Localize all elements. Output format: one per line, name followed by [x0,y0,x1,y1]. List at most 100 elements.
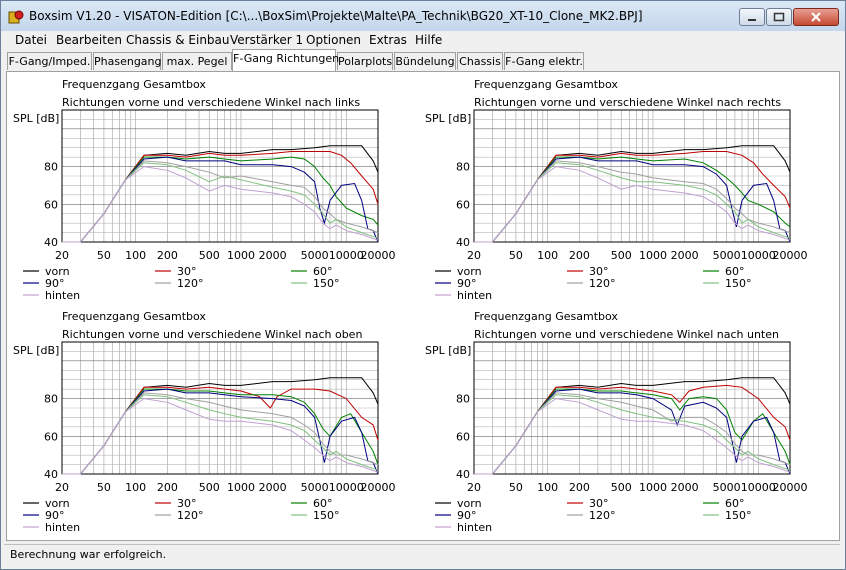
x-tick-label: 2000 [671,481,699,494]
tab-fgang-imped[interactable]: F-Gang/Imped. [7,52,92,70]
series-line-90deg [62,156,379,243]
series-line-60deg [474,388,791,475]
x-tick-label: 200 [569,481,590,494]
plot-frame [473,341,791,475]
y-tick-label: 40 [44,468,58,481]
chart-4: Frequenzgang Gesamtbox Richtungen vorne u… [425,310,808,534]
legend-label: 90° [45,277,65,290]
y-axis-label: SPL [dB] [13,112,59,125]
x-tick-label: 20000 [773,481,808,494]
x-tick-label: 200 [157,249,178,262]
legend-label: 60° [313,265,333,278]
x-tick-label: 200 [157,481,178,494]
chart-title: Frequenzgang Gesamtbox [474,78,618,91]
charts-canvas: Frequenzgang Gesamtbox Richtungen vorne u… [13,78,808,534]
tab-fgang-richtungen[interactable]: F-Gang Richtungen [232,49,339,71]
title-bar[interactable]: Boxsim V1.20 - VISATON-Edition [C:\...\B… [1,1,845,31]
chart-title: Frequenzgang Gesamtbox [62,78,206,91]
plot-frame [473,109,791,243]
tab-fgang-elektr[interactable]: F-Gang elektr. [504,52,584,70]
legend-label: hinten [45,289,80,302]
x-tick-label: 50 [97,249,111,262]
series-line-hinten [62,166,379,243]
chart-subtitle: Richtungen vorne und verschiedene Winkel… [62,328,362,341]
tab-buendelung[interactable]: Bündelung [394,52,456,70]
series-line-90deg [62,388,379,475]
x-tick-label: 1000 [639,481,667,494]
charts-panel: Frequenzgang Gesamtbox Richtungen vorne u… [6,71,840,541]
x-tick-label: 20000 [773,249,808,262]
y-tick-label: 60 [456,198,470,211]
legend-label: 60° [313,497,333,510]
x-tick-label: 200 [569,249,590,262]
x-tick-label: 100 [537,249,558,262]
chart-subtitle: Richtungen vorne und verschiedene Winkel… [474,328,779,341]
minimize-button[interactable] [739,8,765,26]
legend-label: vorn [45,497,70,510]
x-tick-label: 100 [537,481,558,494]
menu-bearbeiten[interactable]: Bearbeiten [56,33,122,47]
x-tick-label: 2000 [259,249,287,262]
menu-chassis-einbau[interactable]: Chassis & Einbau [126,33,230,47]
maximize-button[interactable] [766,8,792,26]
x-tick-label: 20 [55,481,69,494]
tab-chassis[interactable]: Chassis [457,52,503,70]
legend-label: 90° [45,509,65,522]
boxsim-app-icon [8,10,24,24]
legend-label: 30° [589,265,609,278]
y-tick-label: 40 [456,236,470,249]
legend-label: 60° [725,497,745,510]
tab-phasengang[interactable]: Phasengang [93,52,162,70]
tab-polarplots[interactable]: Polarplots [337,52,393,70]
x-tick-label: 50 [97,481,111,494]
legend-label: 30° [589,497,609,510]
chart-subtitle: Richtungen vorne und verschiedene Winkel… [62,96,360,109]
x-tick-label: 100 [125,481,146,494]
chart-2: Frequenzgang Gesamtbox Richtungen vorne u… [425,78,808,302]
legend-label: 120° [589,509,616,522]
legend-label: vorn [457,265,482,278]
series-line-150deg [474,394,791,475]
y-tick-label: 60 [44,430,58,443]
y-tick-label: 60 [456,430,470,443]
menu-verstaerker[interactable]: Verstärker 1 [230,33,304,47]
legend: vorn 30° 60° 90° 120° 150° hinten [23,497,340,534]
x-tick-label: 1000 [227,249,255,262]
legend-label: 90° [457,277,477,290]
x-tick-label: 20 [467,481,481,494]
x-tick-label: 1000 [227,481,255,494]
chart-1: Frequenzgang Gesamtbox Richtungen vorne u… [13,78,396,302]
x-tick-label: 20 [55,249,69,262]
x-tick-label: 50 [509,249,523,262]
series-line-120deg [474,392,791,475]
plot-frame [61,341,379,475]
x-tick-label: 5000 [713,249,741,262]
legend-label: vorn [457,497,482,510]
x-tick-label: 500 [199,249,220,262]
plot-frame [61,109,379,243]
window-title: Boxsim V1.20 - VISATON-Edition [C:\...\B… [29,9,643,23]
menu-optionen[interactable]: Optionen [306,33,362,47]
y-axis-label: SPL [dB] [425,112,471,125]
legend: vorn 30° 60° 90° 120° 150° hinten [435,497,752,534]
close-button[interactable] [793,8,839,26]
menu-hilfe[interactable]: Hilfe [415,33,443,47]
x-tick-label: 100 [125,249,146,262]
tab-max-pegel[interactable]: max. Pegel [162,52,232,70]
menu-datei[interactable]: Datei [15,33,48,47]
y-tick-label: 80 [456,393,470,406]
series-line-90deg [474,156,791,243]
legend-label: 120° [177,509,204,522]
x-tick-label: 50 [509,481,523,494]
legend-label: 150° [313,509,340,522]
x-tick-label: 5000 [301,481,329,494]
x-tick-label: 10000 [329,481,364,494]
maximize-icon [773,12,785,22]
series-line-150deg [62,394,379,475]
legend-label: vorn [45,265,70,278]
series-line-120deg [474,160,791,243]
series-line-hinten [62,398,379,475]
x-tick-label: 10000 [741,481,776,494]
menu-extras[interactable]: Extras [369,33,407,47]
y-tick-label: 80 [44,393,58,406]
